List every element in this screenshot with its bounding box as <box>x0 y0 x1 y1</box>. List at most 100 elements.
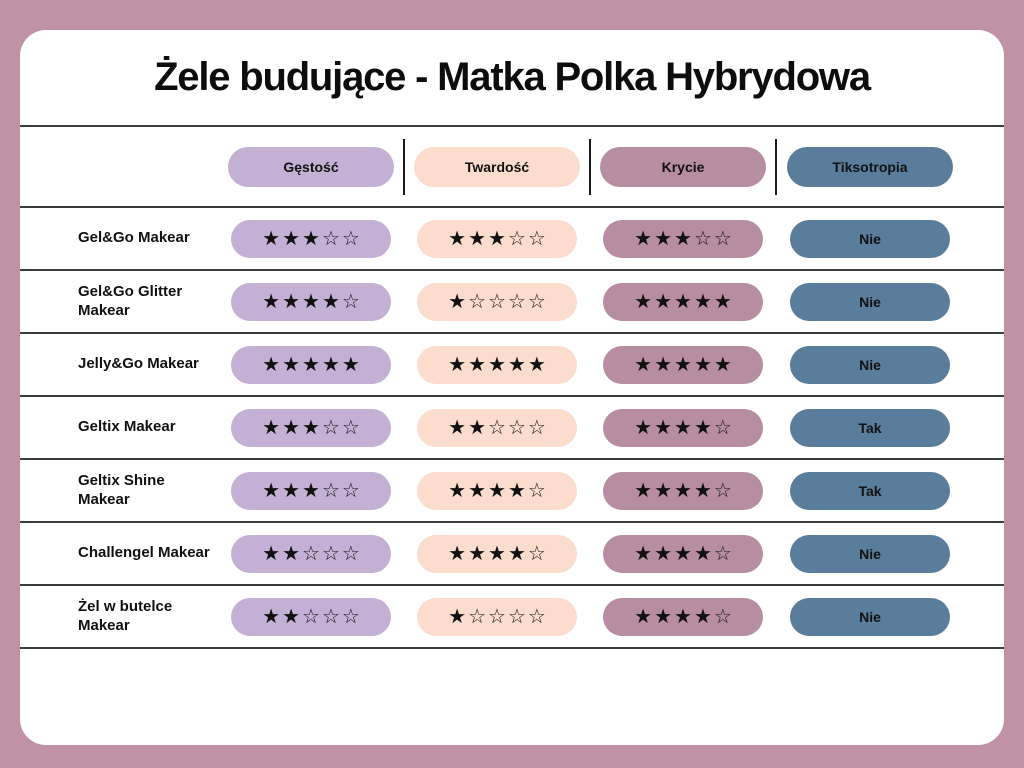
gestosc-cell: ★★☆☆☆ <box>218 523 404 584</box>
krycie-rating-pill: ★★★★★ <box>603 345 763 384</box>
table-row: Jelly&Go Makear ★★★★★ ★★★★★ ★★★★★ Nie <box>20 334 1004 397</box>
star-rating: ★★☆☆☆ <box>262 542 362 565</box>
gestosc-rating-pill: ★★★☆☆ <box>231 219 391 258</box>
gestosc-cell: ★★★☆☆ <box>218 397 404 458</box>
tiksotropia-rating-pill: Nie <box>790 219 950 258</box>
gestosc-cell: ★★★☆☆ <box>218 208 404 269</box>
tiksotropia-cell: Nie <box>776 586 964 647</box>
table-row: Gel&Go Makear ★★★☆☆ ★★★☆☆ ★★★☆☆ Nie <box>20 208 1004 271</box>
gestosc-rating-pill: ★★☆☆☆ <box>231 597 391 636</box>
product-cell: Żel w butelce Makear <box>20 586 218 647</box>
star-rating: ★★★★☆ <box>448 542 548 565</box>
krycie-cell: ★★★★★ <box>590 271 776 332</box>
product-name: Żel w butelce Makear <box>78 597 173 634</box>
tiksotropia-cell: Nie <box>776 208 964 269</box>
tiksotropia-cell: Nie <box>776 271 964 332</box>
twardosc-rating-pill: ★★★★☆ <box>417 534 577 573</box>
gestosc-rating-pill: ★★★★☆ <box>231 282 391 321</box>
star-rating: ★★★★★ <box>634 353 734 376</box>
product-cell: Gel&Go Glitter Makear <box>20 271 218 332</box>
krycie-cell: ★★★★☆ <box>590 586 776 647</box>
star-rating: ★★★★☆ <box>262 290 362 313</box>
product-name: Gel&Go Makear <box>78 229 190 247</box>
table-row: Challengel Makear ★★☆☆☆ ★★★★☆ ★★★★☆ Nie <box>20 523 1004 586</box>
product-name: Gel&Go Glitter Makear <box>78 282 183 319</box>
star-rating: ★★★☆☆ <box>262 479 362 502</box>
tiksotropia-value: Nie <box>859 545 881 562</box>
table-row: Geltix Shine Makear ★★★☆☆ ★★★★☆ ★★★★☆ Tak <box>20 460 1004 523</box>
krycie-cell: ★★★★★ <box>590 334 776 395</box>
table-row: Żel w butelce Makear ★★☆☆☆ ★☆☆☆☆ ★★★★☆ Nie <box>20 586 1004 649</box>
star-rating: ★★★★☆ <box>634 542 734 565</box>
star-rating: ★★★★★ <box>634 290 734 313</box>
star-rating: ★★★★★ <box>448 353 548 376</box>
twardosc-rating-pill: ★★☆☆☆ <box>417 408 577 447</box>
tiksotropia-rating-pill: Tak <box>790 471 950 510</box>
tiksotropia-value: Tak <box>858 482 882 499</box>
star-rating: ★★★☆☆ <box>262 227 362 250</box>
twardosc-rating-pill: ★★★☆☆ <box>417 219 577 258</box>
column-header-pill-twardosc: Twardość <box>414 146 580 187</box>
gestosc-rating-pill: ★★☆☆☆ <box>231 534 391 573</box>
star-rating: ★★★★★ <box>262 353 362 376</box>
gestosc-cell: ★★☆☆☆ <box>218 586 404 647</box>
krycie-cell: ★★★☆☆ <box>590 208 776 269</box>
tiksotropia-cell: Tak <box>776 397 964 458</box>
star-rating: ★★★★☆ <box>448 479 548 502</box>
gestosc-rating-pill: ★★★★★ <box>231 345 391 384</box>
tiksotropia-rating-pill: Nie <box>790 345 950 384</box>
tiksotropia-cell: Tak <box>776 460 964 521</box>
product-cell: Jelly&Go Makear <box>20 334 218 395</box>
product-name: Geltix Shine Makear <box>78 471 165 508</box>
gestosc-rating-pill: ★★★☆☆ <box>231 408 391 447</box>
product-cell: Gel&Go Makear <box>20 208 218 269</box>
star-rating: ★☆☆☆☆ <box>448 605 548 628</box>
tiksotropia-value: Nie <box>859 293 881 310</box>
tiksotropia-value: Tak <box>858 419 882 436</box>
twardosc-cell: ★★★★☆ <box>404 523 590 584</box>
table-row: Geltix Makear ★★★☆☆ ★★☆☆☆ ★★★★☆ Tak <box>20 397 1004 460</box>
product-name: Challengel Makear <box>78 544 210 562</box>
krycie-cell: ★★★★☆ <box>590 397 776 458</box>
twardosc-cell: ★★☆☆☆ <box>404 397 590 458</box>
star-rating: ★★☆☆☆ <box>448 416 548 439</box>
header-cell-gestosc: Gęstość <box>218 127 404 206</box>
column-header-pill-gestosc: Gęstość <box>228 146 394 187</box>
tiksotropia-rating-pill: Tak <box>790 408 950 447</box>
gestosc-cell: ★★★★★ <box>218 334 404 395</box>
tiksotropia-cell: Nie <box>776 523 964 584</box>
twardosc-rating-pill: ★☆☆☆☆ <box>417 282 577 321</box>
gestosc-rating-pill: ★★★☆☆ <box>231 471 391 510</box>
twardosc-cell: ★★★★★ <box>404 334 590 395</box>
krycie-cell: ★★★★☆ <box>590 523 776 584</box>
product-cell: Geltix Shine Makear <box>20 460 218 521</box>
tiksotropia-rating-pill: Nie <box>790 597 950 636</box>
product-cell: Geltix Makear <box>20 397 218 458</box>
krycie-rating-pill: ★★★★☆ <box>603 408 763 447</box>
tiksotropia-cell: Nie <box>776 334 964 395</box>
krycie-rating-pill: ★★★★☆ <box>603 597 763 636</box>
table-row: Gel&Go Glitter Makear ★★★★☆ ★☆☆☆☆ ★★★★★ Nie <box>20 271 1004 334</box>
product-name: Geltix Makear <box>78 418 176 436</box>
product-name: Jelly&Go Makear <box>78 355 199 373</box>
tiksotropia-rating-pill: Nie <box>790 282 950 321</box>
gestosc-cell: ★★★★☆ <box>218 271 404 332</box>
twardosc-cell: ★★★★☆ <box>404 460 590 521</box>
star-rating: ★★☆☆☆ <box>262 605 362 628</box>
header-cell-tiksotropia: Tiksotropia <box>776 127 964 206</box>
ratings-table: Gęstość Twardość Krycie Tiksotropia Gel&… <box>20 127 1004 649</box>
star-rating: ★★★★☆ <box>634 416 734 439</box>
gestosc-cell: ★★★☆☆ <box>218 460 404 521</box>
tiksotropia-value: Nie <box>859 608 881 625</box>
star-rating: ★★★★☆ <box>634 605 734 628</box>
tiksotropia-value: Nie <box>859 230 881 247</box>
krycie-cell: ★★★★☆ <box>590 460 776 521</box>
krycie-rating-pill: ★★★☆☆ <box>603 219 763 258</box>
header-product-cell <box>20 127 218 206</box>
star-rating: ★★★☆☆ <box>448 227 548 250</box>
star-rating: ★★★☆☆ <box>634 227 734 250</box>
table-body: Gel&Go Makear ★★★☆☆ ★★★☆☆ ★★★☆☆ Nie Gel&Go Gl… <box>20 208 1004 649</box>
twardosc-cell: ★☆☆☆☆ <box>404 586 590 647</box>
twardosc-rating-pill: ★★★★☆ <box>417 471 577 510</box>
tiksotropia-rating-pill: Nie <box>790 534 950 573</box>
